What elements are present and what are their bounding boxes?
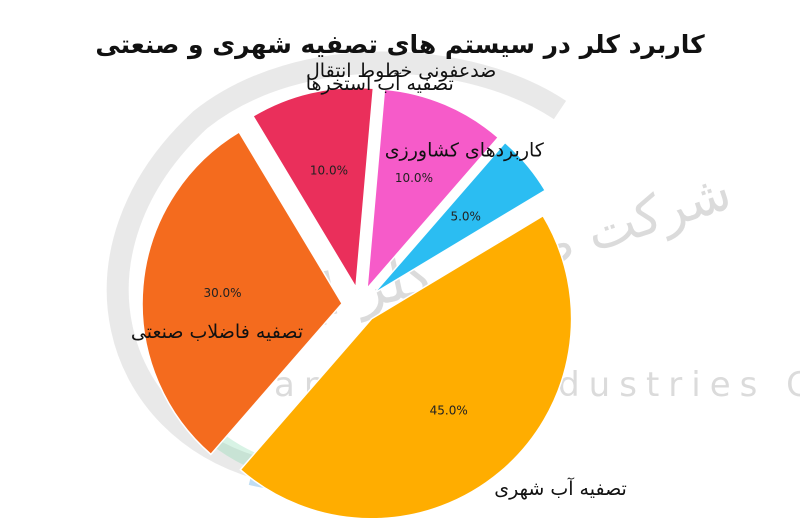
pie-category-label-5: تصفیه آب استخرها xyxy=(306,71,454,95)
pie-slices xyxy=(141,86,573,520)
pie-category-label-1: ضدعفونی خطوط انتقال xyxy=(306,60,496,82)
pie-percent-label-2: 30.0% xyxy=(203,286,241,300)
pie-slice-5 xyxy=(366,88,500,291)
chart-title: کاربرد کلر در سیستم های تصفیه شهری و صنع… xyxy=(95,30,705,60)
pie-category-label-4: کاربردهای کشاورزی xyxy=(385,140,545,162)
pie-percent-label-3: 45.0% xyxy=(430,404,468,418)
pie-category-label-3: تصفیه آب شهری xyxy=(494,476,627,500)
pie-percent-labels: 10.0% 30.0% 45.0% 5.0% 10.0% xyxy=(203,164,481,418)
pie-percent-label-5: 10.0% xyxy=(395,171,433,185)
pie-slice-2 xyxy=(141,130,343,456)
pie-slice-4 xyxy=(373,141,547,295)
pie-percent-label-1: 10.0% xyxy=(310,164,348,178)
pie-percent-label-4: 5.0% xyxy=(450,209,481,223)
watermark-swoosh-gray xyxy=(106,51,567,481)
pie-slice-3 xyxy=(239,214,573,520)
pie-category-label-2: تصفیه فاضلاب صنعتی xyxy=(131,321,303,343)
pie-slice-1 xyxy=(251,86,375,290)
pie-category-labels: ضدعفونی خطوط انتقال تصفیه فاضلاب صنعتی تصف… xyxy=(131,60,627,500)
